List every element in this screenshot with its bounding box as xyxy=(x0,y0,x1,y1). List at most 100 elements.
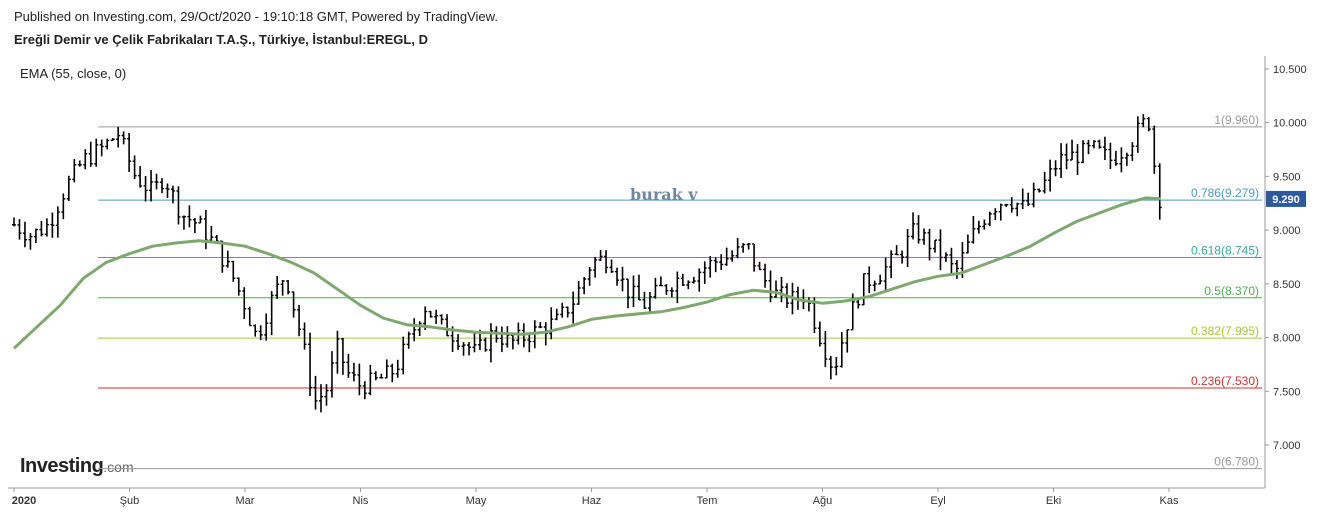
ohlc-bar xyxy=(938,229,943,271)
ohlc-bar xyxy=(1042,171,1047,194)
ohlc-bar xyxy=(604,250,609,274)
ohlc-bar xyxy=(428,310,433,318)
x-tick-label: May xyxy=(466,495,487,507)
x-tick-label: Eki xyxy=(1046,495,1061,507)
x-tick-label: Haz xyxy=(582,495,602,507)
ohlc-bar xyxy=(499,326,504,353)
ohlc-bar xyxy=(488,323,493,363)
ohlc-bar xyxy=(236,277,241,296)
ohlc-bar xyxy=(653,277,658,299)
ohlc-bar xyxy=(346,353,351,378)
ohlc-bar xyxy=(1091,140,1096,149)
ohlc-bar xyxy=(932,239,937,253)
ohlc-bar xyxy=(834,357,839,376)
fibonacci-levels: 1(9.960) 0.786(9.279) 0.618(8.745) 0.5(8.37… xyxy=(98,113,1262,470)
x-tick-label: Mar xyxy=(236,495,255,507)
ohlc-bar xyxy=(395,359,400,378)
logo-suffix: .com xyxy=(103,459,134,475)
ema-indicator-label[interactable]: EMA (55, close, 0) xyxy=(20,66,127,81)
ohlc-bar xyxy=(615,267,620,286)
ohlc-bar xyxy=(527,334,532,353)
ohlc-bar xyxy=(763,263,768,288)
ohlc-bar xyxy=(625,278,630,309)
ohlc-bar xyxy=(66,175,71,202)
ohlc-bar xyxy=(642,291,647,309)
fib-level-label: 0(6.780) xyxy=(1214,455,1259,469)
ohlc-bar xyxy=(116,126,121,148)
ohlc-bar xyxy=(779,276,784,303)
ohlc-bar xyxy=(697,268,702,292)
ohlc-bar xyxy=(105,138,110,150)
ohlc-bar xyxy=(264,313,269,341)
ohlc-bar xyxy=(576,281,581,305)
ohlc-bar xyxy=(22,221,27,248)
ohlc-bar xyxy=(231,260,236,282)
ohlc-bar xyxy=(1037,188,1042,193)
ohlc-bar xyxy=(351,362,356,382)
ohlc-bar xyxy=(1064,143,1069,170)
ohlc-bar xyxy=(318,384,323,413)
ohlc-bar xyxy=(302,322,307,350)
ohlc-bar xyxy=(170,185,175,204)
x-tick-label: 2020 xyxy=(12,495,36,507)
y-tick-label: 9.500 xyxy=(1273,171,1301,183)
ohlc-bar xyxy=(746,243,751,250)
ohlc-bar xyxy=(379,373,384,379)
ohlc-bar xyxy=(417,321,422,337)
ohlc-bar xyxy=(335,330,340,374)
ohlc-bar xyxy=(582,277,587,295)
ohlc-bar xyxy=(1015,202,1020,217)
ohlc-bar xyxy=(1135,116,1140,153)
ohlc-bar xyxy=(1053,160,1058,177)
ohlc-bar xyxy=(636,274,641,301)
ohlc-bar xyxy=(719,254,724,271)
ohlc-bar xyxy=(916,215,921,244)
ohlc-bar xyxy=(741,243,746,253)
ohlc-bar xyxy=(691,276,696,284)
fib-level-label: 0.5(8.370) xyxy=(1204,284,1259,298)
ohlc-bar xyxy=(1020,188,1025,210)
ohlc-bar xyxy=(686,280,691,290)
ohlc-bar xyxy=(806,297,811,312)
fib-level-label: 0.618(8.745) xyxy=(1191,243,1259,257)
ohlc-bar xyxy=(39,220,44,237)
ohlc-bar xyxy=(77,160,82,167)
investing-logo: Investing.com xyxy=(20,455,134,478)
ohlc-bar xyxy=(1081,140,1086,164)
ohlc-bar xyxy=(856,299,861,309)
ohlc-bar xyxy=(275,276,280,299)
ohlc-bar xyxy=(593,257,598,278)
ohlc-bar xyxy=(138,166,143,188)
ohlc-bar xyxy=(1124,152,1129,166)
ohlc-bar xyxy=(1004,203,1009,208)
ohlc-bar xyxy=(571,291,576,324)
ohlc-bar xyxy=(225,250,230,268)
ohlc-bar xyxy=(911,212,916,240)
ohlc-bar xyxy=(965,234,970,254)
ohlc-bar xyxy=(110,138,115,142)
ohlc-bar xyxy=(768,270,773,303)
logo-name: Investing xyxy=(20,455,104,477)
ohlc-bar xyxy=(55,206,60,238)
ohlc-bar xyxy=(675,271,680,304)
ema-line xyxy=(12,196,1161,350)
ohlc-bar xyxy=(187,205,192,228)
ohlc-bar xyxy=(269,291,274,336)
ohlc-bar xyxy=(669,287,674,298)
y-tick-label: 9.000 xyxy=(1273,225,1301,237)
x-tick-label: Tem xyxy=(697,495,718,507)
x-tick-label: Eyl xyxy=(930,495,945,507)
y-tick-label: 7.500 xyxy=(1273,386,1301,398)
ohlc-bar xyxy=(412,318,417,342)
axes: 10.500 10.000 9.500 9.000 8.500 8.000 7.500 7.0… xyxy=(8,56,1307,507)
ohlc-bar xyxy=(867,266,872,294)
ohlc-bar xyxy=(752,243,757,272)
ohlc-bar xyxy=(1102,136,1107,160)
ohlc-bar xyxy=(1141,114,1146,128)
ohlc-bar xyxy=(922,228,927,245)
ohlc-bar xyxy=(538,322,543,329)
ohlc-bar xyxy=(280,280,285,296)
ohlc-bar xyxy=(181,215,186,230)
ohlc-bar xyxy=(971,216,976,244)
